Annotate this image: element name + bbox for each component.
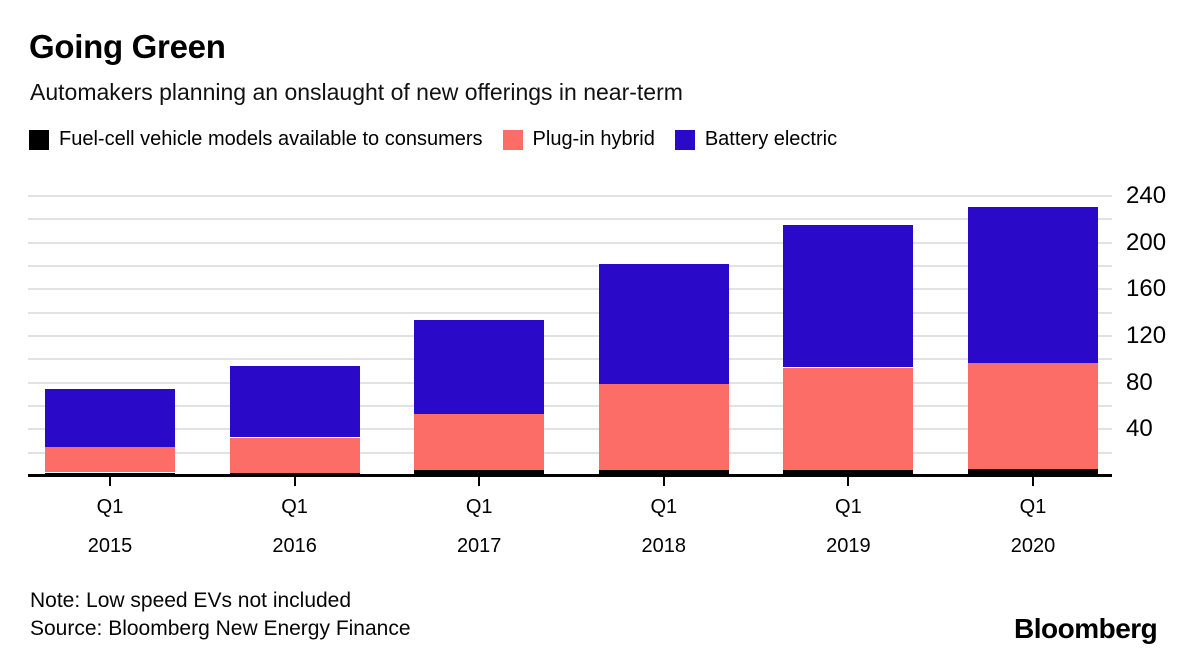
x-label-year-2018: 2018 [641,535,687,557]
gridline-140 [28,311,1112,314]
chart-legend: Fuel-cell vehicle models available to co… [29,128,837,151]
chart-subtitle: Automakers planning an onslaught of new … [30,79,683,105]
x-label-year-2017: 2017 [456,535,502,557]
x-label-quarter-2015: Q1 [96,496,124,518]
bar-2016-battery-electric [229,366,360,438]
bar-2018-plug-in-hybrid [598,383,729,471]
bar-2017-plug-in-hybrid [414,414,545,471]
bar-2019-battery-electric [783,225,914,368]
x-axis-tick-2019 [847,477,850,486]
legend-label-battery-electric: Battery electric [704,128,838,150]
x-label-quarter-2018: Q1 [650,496,678,518]
bar-2016-plug-in-hybrid [229,437,360,473]
x-label-quarter-2017: Q1 [465,496,493,518]
bar-2017-battery-electric [414,319,545,415]
x-label-quarter-2019: Q1 [835,496,862,518]
bar-2020-battery-electric [968,206,1098,363]
y-axis-label-160: 160 [1126,275,1167,303]
source-credit: Source: Bloomberg New Energy Finance [30,617,411,640]
x-axis-tick-2015 [109,477,111,486]
x-axis-line [28,474,1112,477]
bar-2020-plug-in-hybrid [968,362,1098,469]
y-axis-label-120: 120 [1126,322,1167,349]
legend-item-battery-electric: Battery electric [674,128,838,151]
x-label-quarter-2020: Q1 [1019,496,1047,518]
gridline-240 [28,195,1112,197]
x-label-year-2016: 2016 [272,535,317,557]
gridline-160 [28,288,1112,291]
bar-2019-plug-in-hybrid [783,367,914,471]
bar-2018-battery-electric [598,263,729,384]
gridline-80 [28,381,1112,384]
gridline-20 [28,451,1112,454]
gridline-180 [28,265,1112,267]
legend-label-plug-in-hybrid: Plug-in hybrid [532,128,655,150]
x-label-year-2015: 2015 [87,535,133,557]
gridline-100 [28,358,1112,361]
bar-2017-fuel-cell [414,470,545,476]
chart-title: Going Green [29,28,226,65]
bar-2015-plug-in-hybrid [45,446,175,473]
legend-item-fuel-cell: Fuel-cell vehicle models available to co… [29,128,483,151]
bar-2018-fuel-cell [598,470,729,476]
legend-item-plug-in-hybrid: Plug-in hybrid [502,128,655,151]
x-label-quarter-2016: Q1 [281,496,308,518]
legend-swatch-plug-in-hybrid-icon [502,129,523,150]
y-axis-label-40: 40 [1126,415,1153,443]
gridline-60 [28,405,1112,407]
x-axis-tick-2017 [478,477,481,486]
gridline-40 [28,428,1112,431]
gridline-220 [28,218,1112,221]
bar-2020-fuel-cell [968,469,1098,476]
bar-2015-fuel-cell [45,472,175,476]
legend-swatch-battery-electric-icon [674,129,695,150]
y-axis-label-200: 200 [1126,228,1167,256]
footnote: Note: Low speed EVs not included [30,589,352,612]
bar-2015-battery-electric [45,388,175,447]
x-axis-tick-2020 [1032,477,1034,486]
bloomberg-logo: Bloomberg [1014,613,1158,644]
x-label-year-2020: 2020 [1010,535,1056,557]
gridline-120 [28,335,1112,337]
legend-label-fuel-cell: Fuel-cell vehicle models available to co… [59,128,483,150]
gridline-200 [28,241,1112,244]
bar-2019-fuel-cell [783,470,914,476]
y-axis-label-240: 240 [1126,182,1167,209]
y-axis-label-80: 80 [1126,368,1153,396]
bar-2016-fuel-cell [229,472,360,476]
legend-swatch-fuel-cell-icon [29,129,49,150]
x-axis-tick-2018 [662,477,665,486]
x-label-year-2019: 2019 [826,535,871,557]
x-axis-tick-2016 [293,477,296,486]
